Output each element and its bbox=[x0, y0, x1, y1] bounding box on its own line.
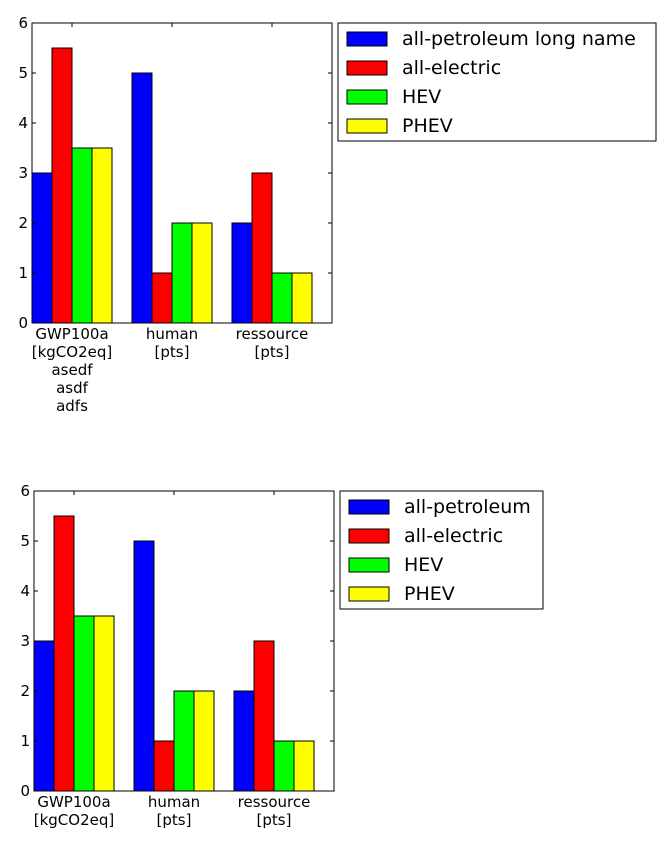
bar-all-electric-1 bbox=[151, 272, 173, 324]
legend-swatch-all-electric bbox=[346, 60, 388, 76]
bar-PHEV-2 bbox=[291, 272, 313, 324]
bar-HEV-0 bbox=[73, 615, 95, 792]
y-tick-label: 5 bbox=[18, 64, 28, 82]
chart-top: 0 1 2 3 4 5 6 GWP100a [kgCO2eq] asedf asdf adfs huma… bbox=[18, 14, 657, 415]
bar-HEV-2 bbox=[273, 740, 295, 792]
y-tick-label: 3 bbox=[20, 632, 30, 650]
y-tick-label: 6 bbox=[18, 14, 28, 32]
y-tick-label: 2 bbox=[18, 214, 28, 232]
bar-all-petroleum-long-name-2 bbox=[231, 222, 253, 324]
legend-label: all-petroleum long name bbox=[402, 28, 636, 50]
bar-all-petroleum-long-name-1 bbox=[131, 72, 153, 324]
y-tick-label: 0 bbox=[18, 314, 28, 332]
bar-all-electric-2 bbox=[251, 172, 273, 324]
y-tick-label: 0 bbox=[20, 782, 30, 800]
legend-swatch-PHEV bbox=[348, 586, 390, 602]
legend-swatch-PHEV bbox=[346, 118, 388, 134]
legend-swatch-HEV bbox=[346, 89, 388, 105]
legend-label: HEV bbox=[402, 86, 441, 108]
bar-all-petroleum-1 bbox=[133, 540, 155, 792]
x-tick-label: human [pts] bbox=[146, 325, 198, 361]
y-tick-label: 1 bbox=[20, 732, 30, 750]
x-tick-label: ressource [pts] bbox=[236, 325, 309, 361]
bar-PHEV-2 bbox=[293, 740, 315, 792]
x-tick-label: GWP100a [kgCO2eq] asedf asdf adfs bbox=[32, 325, 113, 415]
bar-all-electric-0 bbox=[53, 515, 75, 792]
legend-label: all-petroleum bbox=[404, 496, 531, 518]
x-tick-label: human [pts] bbox=[148, 793, 200, 829]
bar-all-electric-0 bbox=[51, 47, 73, 324]
bar-PHEV-1 bbox=[191, 222, 213, 324]
bar-HEV-0 bbox=[71, 147, 93, 324]
bar-all-petroleum-2 bbox=[233, 690, 255, 792]
bar-all-petroleum-0 bbox=[33, 640, 55, 792]
legend-label: HEV bbox=[404, 554, 443, 576]
y-tick-label: 1 bbox=[18, 264, 28, 282]
y-tick-label: 2 bbox=[20, 682, 30, 700]
bar-all-petroleum-long-name-0 bbox=[31, 172, 53, 324]
legend-label: PHEV bbox=[402, 115, 453, 137]
y-tick-label: 4 bbox=[20, 582, 30, 600]
y-tick-label: 3 bbox=[18, 164, 28, 182]
bar-HEV-2 bbox=[271, 272, 293, 324]
x-tick-label: GWP100a [kgCO2eq] bbox=[34, 793, 115, 829]
legend-label: PHEV bbox=[404, 583, 455, 605]
legend-swatch-all-petroleum bbox=[348, 499, 390, 515]
bar-PHEV-1 bbox=[193, 690, 215, 792]
x-tick-label: ressource [pts] bbox=[238, 793, 311, 829]
legend-label: all-electric bbox=[404, 525, 503, 547]
bar-all-electric-1 bbox=[153, 740, 175, 792]
legend-swatch-all-petroleum-long-name bbox=[346, 31, 388, 47]
legend-label: all-electric bbox=[402, 57, 501, 79]
y-tick-label: 5 bbox=[20, 532, 30, 550]
y-tick-label: 6 bbox=[20, 482, 30, 500]
chart-bottom: 0 1 2 3 4 5 6 GWP100a [kgCO2eq] human [pts] ressour… bbox=[20, 482, 544, 829]
bar-all-electric-2 bbox=[253, 640, 275, 792]
bar-PHEV-0 bbox=[93, 615, 115, 792]
y-tick-label: 4 bbox=[18, 114, 28, 132]
bar-HEV-1 bbox=[171, 222, 193, 324]
bar-PHEV-0 bbox=[91, 147, 113, 324]
legend-swatch-all-electric bbox=[348, 528, 390, 544]
legend-swatch-HEV bbox=[348, 557, 390, 573]
bar-HEV-1 bbox=[173, 690, 195, 792]
legend-box bbox=[337, 22, 657, 142]
